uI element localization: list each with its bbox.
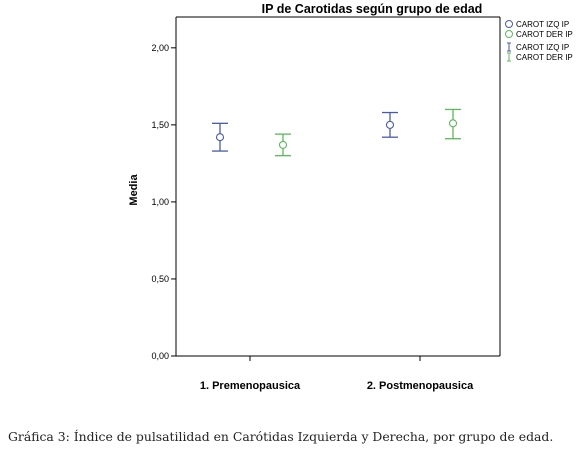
figure-caption: Gráfica 3: Índice de pulsatilidad en Car… <box>8 429 554 444</box>
x-category-label: 2. Postmenopausica <box>367 380 474 392</box>
legend-label: CAROT DER IP <box>516 53 573 62</box>
y-tick-label: 0,00 <box>151 351 169 361</box>
error-bar <box>382 111 398 138</box>
legend-label: CAROT DER IP <box>516 30 573 39</box>
y-tick-label: 0,50 <box>151 274 169 284</box>
legend-item: CAROT IZQ IP <box>505 20 569 29</box>
y-ticks: 0,00 0,50 1,00 1,50 2,00 <box>151 43 176 361</box>
legend-label: CAROT IZQ IP <box>516 43 569 52</box>
legend-item: CAROT DER IP <box>507 52 573 62</box>
x-category-label: 1. Premenopausica <box>200 380 301 392</box>
legend-label: CAROT IZQ IP <box>516 20 569 29</box>
legend-marker-icon <box>505 30 513 38</box>
error-bar-chart: IP de Carotidas según grupo de edad Medi… <box>128 2 573 392</box>
x-ticks: 1. Premenopausica 2. Postmenopausica <box>200 356 474 392</box>
mean-marker <box>448 119 458 128</box>
legend-item: CAROT DER IP <box>505 30 573 39</box>
error-bar <box>275 133 291 157</box>
data-marks <box>212 108 461 157</box>
y-axis-label: Media <box>128 174 140 206</box>
error-bar <box>445 108 461 140</box>
mean-marker <box>385 120 395 129</box>
mean-marker <box>215 133 225 142</box>
chart-title: IP de Carotidas según grupo de edad <box>262 2 483 16</box>
y-tick-label: 1,00 <box>151 197 169 207</box>
y-tick-label: 2,00 <box>151 43 169 53</box>
axes <box>175 16 501 357</box>
error-bar <box>212 122 228 152</box>
y-tick-label: 1,50 <box>151 120 169 130</box>
legend-item: CAROT IZQ IP <box>507 42 569 52</box>
mean-marker <box>278 140 288 149</box>
legend-marker-icon <box>505 20 513 28</box>
